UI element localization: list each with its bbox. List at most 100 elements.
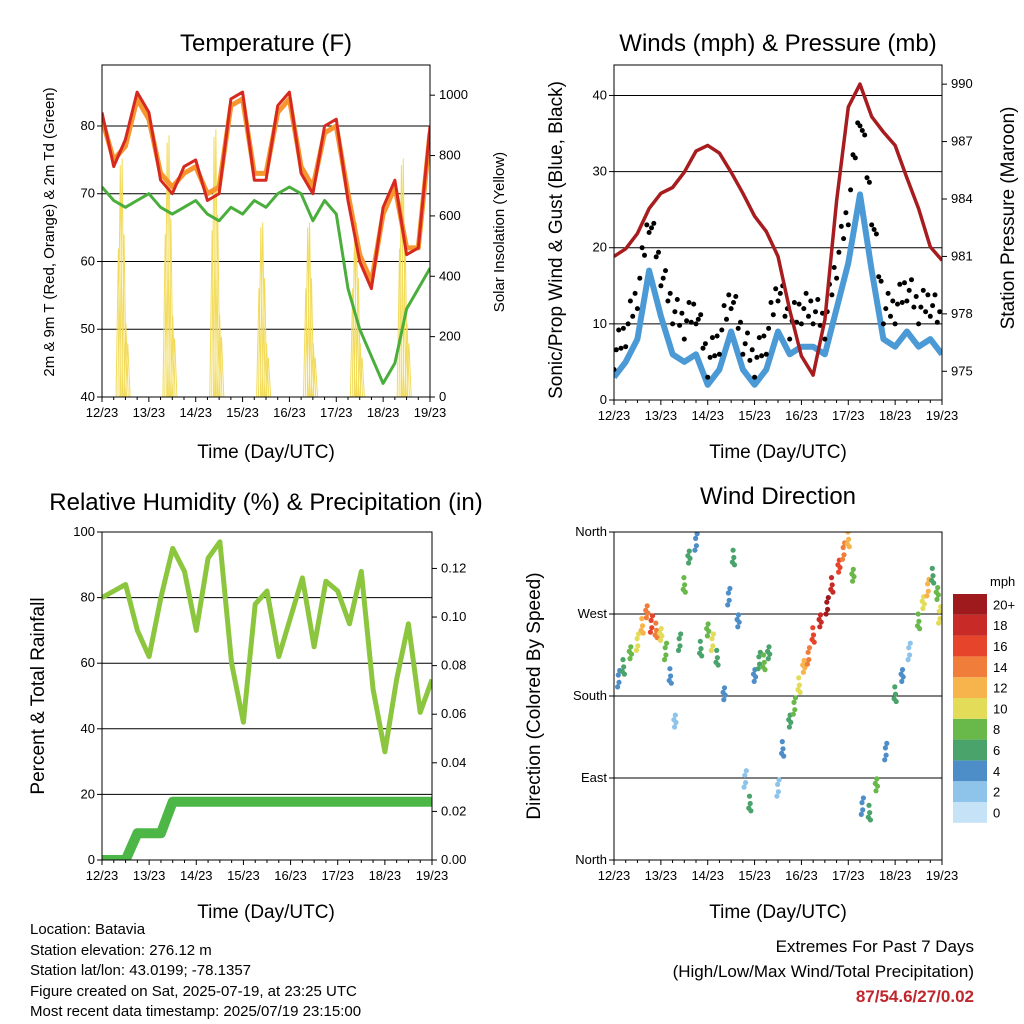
wind-gust-point bbox=[937, 309, 942, 315]
wind-gust-point bbox=[677, 322, 683, 328]
direction-point bbox=[675, 647, 682, 654]
direction-point bbox=[731, 562, 738, 568]
direction-point bbox=[786, 724, 793, 730]
extremes-line1: Extremes For Past 7 Days bbox=[775, 937, 974, 956]
legend-label: 20+ bbox=[993, 597, 1015, 612]
rh-ylabel-left: Percent & Total Rainfall bbox=[28, 597, 49, 794]
direction-point bbox=[621, 671, 628, 677]
wind-gust-point bbox=[691, 301, 697, 307]
solar-insolation-line bbox=[169, 316, 176, 397]
direction-point bbox=[627, 656, 633, 662]
humidity-line bbox=[102, 539, 432, 755]
wind-gust-point bbox=[742, 341, 748, 347]
wind-gust-point bbox=[902, 280, 907, 286]
direction-point bbox=[644, 603, 650, 609]
rh-y2tick-label: 0.00 bbox=[441, 852, 466, 867]
dir-ytick-label: North bbox=[575, 852, 607, 867]
wind-gust-point bbox=[724, 316, 729, 322]
wind-gust-point bbox=[719, 327, 725, 333]
legend-swatch bbox=[953, 594, 987, 615]
direction-point bbox=[726, 597, 732, 603]
direction-point bbox=[780, 746, 786, 752]
dir-plot-frame bbox=[613, 531, 943, 861]
wind-gust-point bbox=[665, 298, 671, 304]
direction-point bbox=[735, 612, 742, 618]
wind-gust-point bbox=[756, 335, 762, 341]
direction-point bbox=[860, 807, 866, 813]
wind-gust-point bbox=[768, 300, 774, 305]
direction-point bbox=[781, 753, 787, 759]
solar-insolation-line bbox=[265, 357, 272, 397]
wind-gust-point bbox=[721, 303, 727, 309]
direction-point bbox=[802, 665, 808, 671]
direction-point bbox=[825, 595, 831, 601]
solar-insolation-line bbox=[211, 136, 217, 397]
direction-point bbox=[800, 669, 807, 675]
rh-xtick-label: 15/23 bbox=[227, 868, 260, 883]
temp-ytick-label: 40 bbox=[81, 389, 95, 404]
wind-gust-point bbox=[864, 175, 870, 181]
wind-gust-point bbox=[770, 312, 776, 318]
direction-point bbox=[867, 810, 873, 816]
temp-xtick-label: 14/23 bbox=[179, 405, 212, 420]
direction-point bbox=[628, 644, 634, 650]
station-info: Location: Batavia Station elevation: 276… bbox=[30, 920, 361, 1023]
direction-point bbox=[710, 631, 717, 637]
wind-plot-frame bbox=[613, 64, 943, 401]
legend-label: 12 bbox=[993, 681, 1007, 696]
direction-point bbox=[899, 667, 906, 673]
rh-title: Relative Humidity (%) & Precipitation (i… bbox=[49, 489, 482, 516]
rh-xtick-label: 12/23 bbox=[86, 868, 119, 883]
temp-title: Temperature (F) bbox=[180, 30, 352, 57]
temp-xtick-label: 16/23 bbox=[273, 405, 306, 420]
direction-point bbox=[620, 657, 626, 663]
wind-gust-point bbox=[754, 354, 760, 360]
direction-point bbox=[699, 653, 705, 659]
temp-ylabel-right: Solar Insolation (Yellow) bbox=[491, 152, 508, 312]
solar-insolation-line bbox=[218, 336, 225, 397]
direction-point bbox=[633, 647, 640, 654]
wind-xlabel: Time (Day/UTC) bbox=[709, 442, 847, 463]
direction-point bbox=[930, 573, 936, 579]
wind-gust-point bbox=[681, 336, 687, 342]
legend-label: 0 bbox=[993, 805, 1000, 820]
direction-point bbox=[765, 656, 771, 662]
direction-point bbox=[635, 643, 641, 649]
wind-gust-point bbox=[761, 333, 767, 339]
wind-y2tick-label: 981 bbox=[951, 248, 973, 263]
direction-point bbox=[779, 739, 785, 745]
dir-ytick-label: East bbox=[581, 770, 607, 785]
direction-point bbox=[727, 585, 733, 592]
wind-gust-point bbox=[670, 321, 676, 327]
rh-y2tick-label: 0.04 bbox=[441, 755, 466, 770]
legend-label: 6 bbox=[993, 743, 1000, 758]
wind-gust-point bbox=[627, 298, 633, 304]
solar-insolation-line bbox=[117, 165, 124, 397]
direction-point bbox=[925, 588, 931, 594]
direction-point bbox=[788, 719, 794, 726]
wind-gust-point bbox=[880, 321, 886, 327]
wind-xtick-label: 15/23 bbox=[738, 408, 771, 423]
direction-point bbox=[667, 666, 673, 672]
wind-gust-point bbox=[660, 275, 666, 281]
direction-point bbox=[936, 620, 942, 626]
rh-xtick-label: 18/23 bbox=[369, 868, 402, 883]
pressure-line bbox=[614, 82, 942, 377]
wind-gust-point bbox=[817, 322, 823, 328]
wind-gust-point bbox=[735, 325, 741, 331]
wind-gust-point bbox=[810, 321, 816, 327]
direction-point bbox=[850, 566, 856, 573]
direction-point bbox=[851, 574, 857, 580]
direction-point bbox=[615, 672, 621, 678]
direction-point bbox=[874, 783, 881, 789]
wind-y2tick-label: 984 bbox=[951, 191, 973, 206]
direction-point bbox=[836, 569, 842, 575]
wind-gust-point bbox=[686, 300, 692, 305]
direction-point bbox=[698, 646, 704, 652]
direction-point bbox=[801, 657, 807, 664]
wind-gust-point bbox=[806, 313, 811, 319]
direction-point bbox=[639, 616, 645, 622]
direction-point bbox=[883, 752, 889, 758]
rh-xtick-label: 14/23 bbox=[180, 868, 213, 883]
direction-point bbox=[805, 649, 811, 655]
